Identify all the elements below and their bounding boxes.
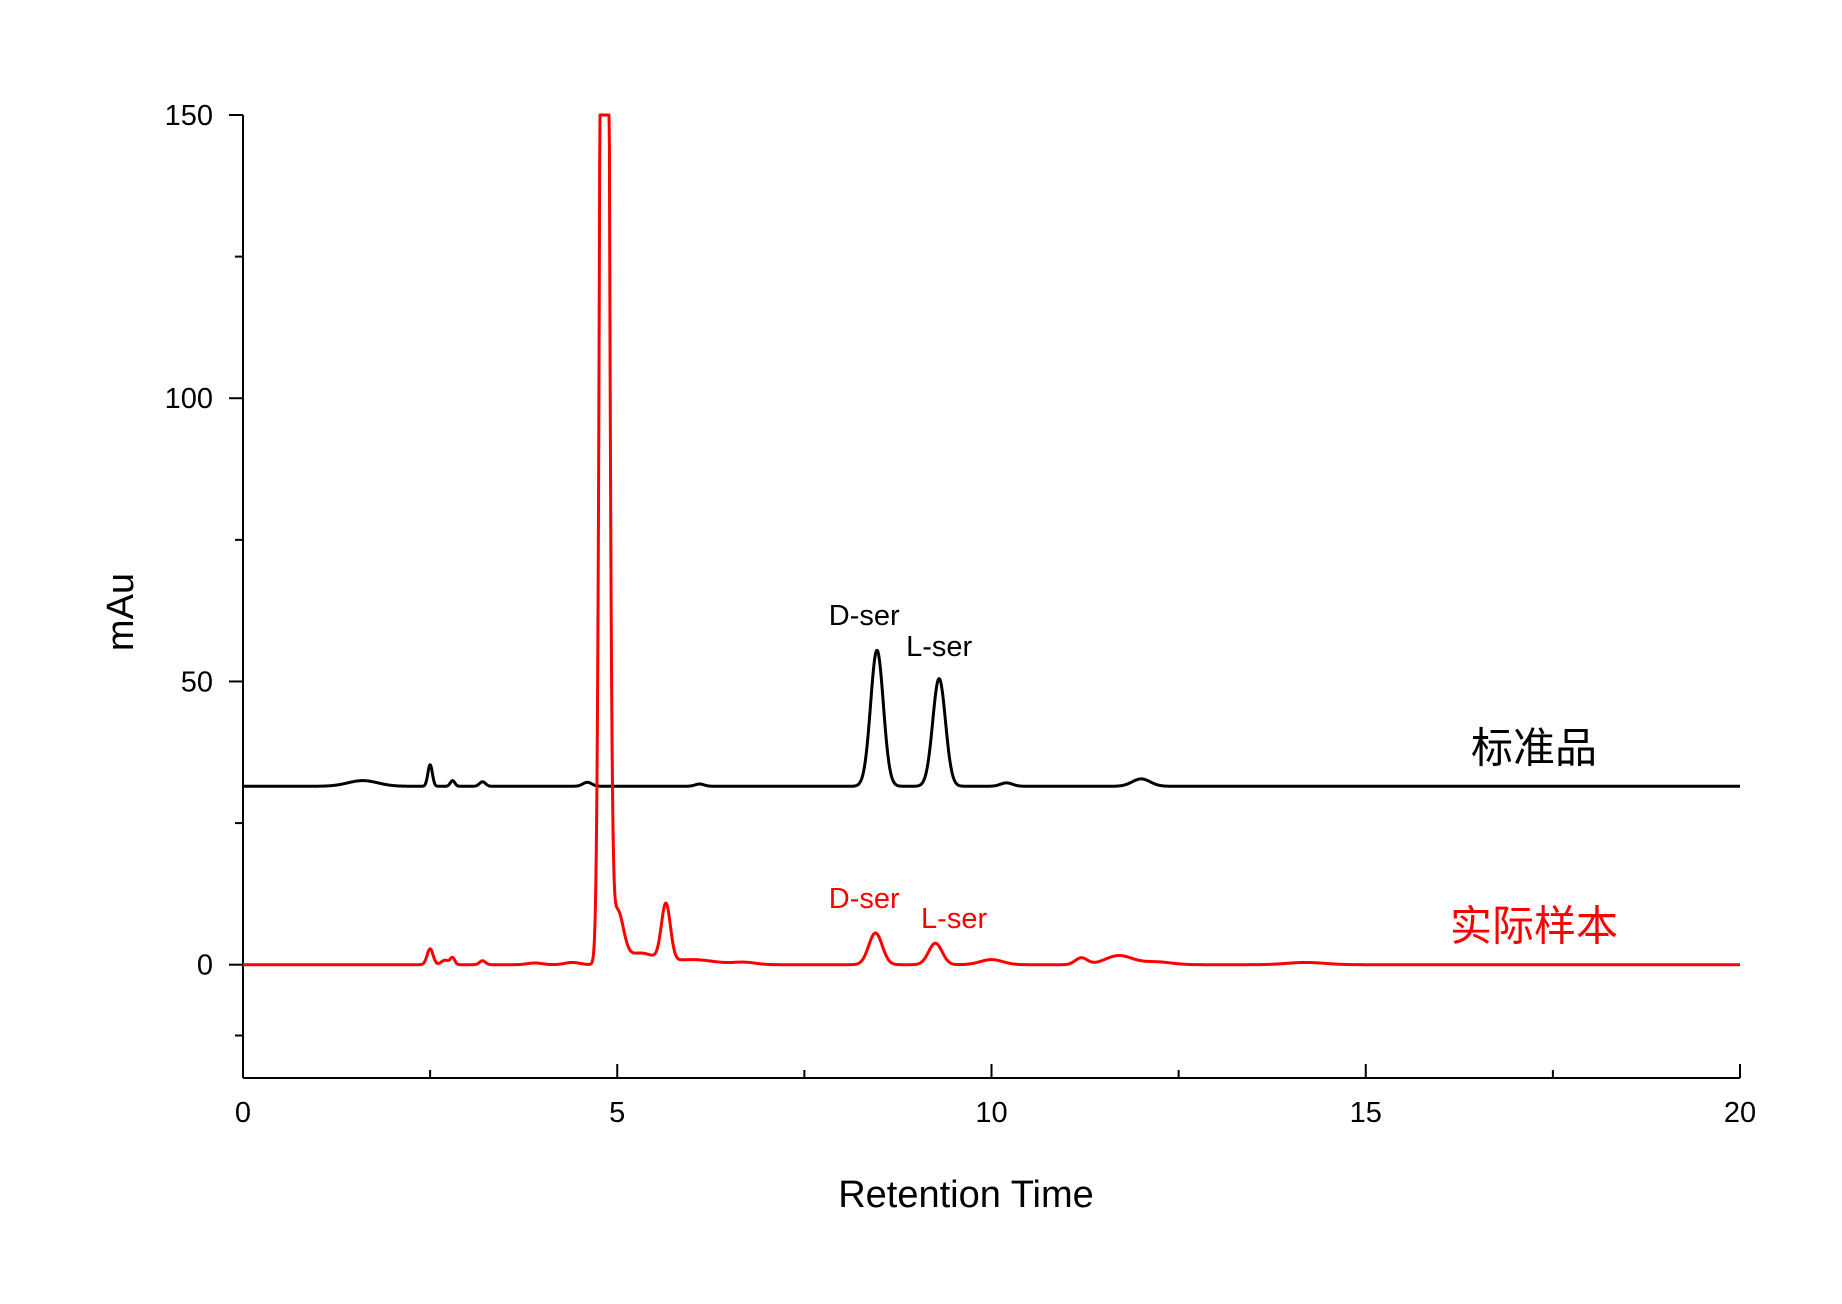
y-tick-label: 50 <box>181 666 213 698</box>
series-layer <box>241 113 1742 967</box>
peak-annotation: L-ser <box>906 631 972 663</box>
y-tick-label: 100 <box>165 383 213 415</box>
y-axis-title: mAu <box>100 573 142 651</box>
series-line-1 <box>241 648 1742 788</box>
peak-annotation: L-ser <box>921 903 987 935</box>
x-tick-label: 0 <box>235 1097 251 1129</box>
x-axis-title: Retention Time <box>838 1174 1094 1216</box>
x-tick-label: 5 <box>609 1097 625 1129</box>
y-tick-label: 150 <box>165 100 213 132</box>
x-tick-label: 20 <box>1724 1097 1756 1129</box>
series-line-2 <box>241 113 1742 967</box>
y-tick-label: 0 <box>197 950 213 982</box>
series-label-2: 实际样本 <box>1450 902 1618 951</box>
peak-annotation: D-ser <box>829 883 900 915</box>
x-tick-label: 10 <box>975 1097 1007 1129</box>
peak-annotation: D-ser <box>829 600 900 632</box>
axes: 0 5 10 15 20 0 50 100 150 <box>165 100 1757 1129</box>
x-tick-label: 15 <box>1350 1097 1382 1129</box>
series-label-1: 标准品 <box>1471 723 1597 772</box>
